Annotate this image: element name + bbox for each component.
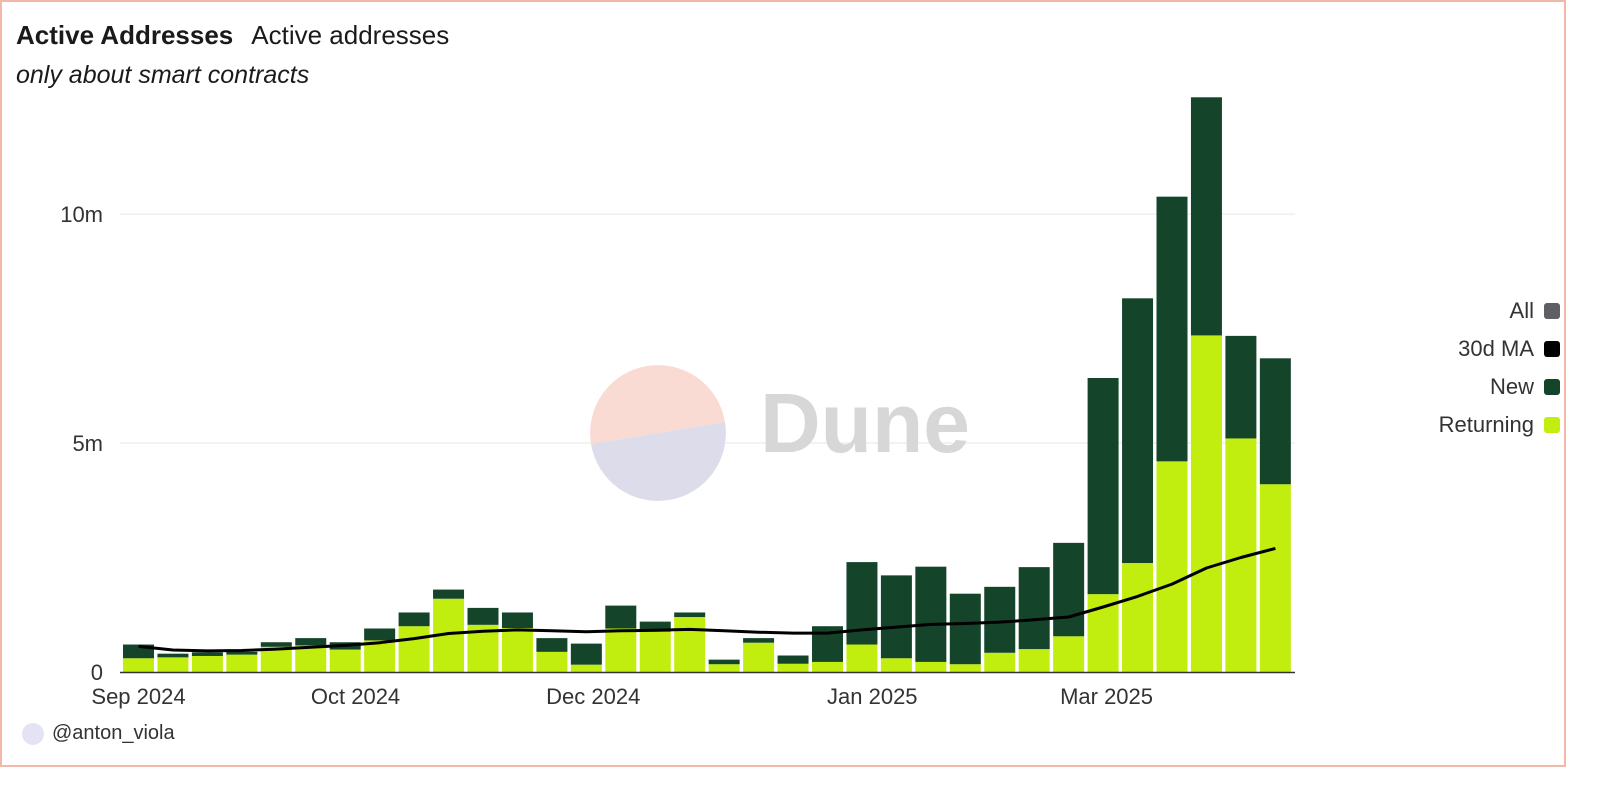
legend-label: Returning — [1438, 412, 1534, 437]
legend-swatch — [1544, 303, 1560, 319]
bar-new — [1259, 358, 1291, 485]
avatar — [22, 722, 44, 745]
bar-returning — [536, 651, 568, 672]
chart-subtitle: Active addresses — [251, 20, 450, 50]
bar-returning — [1122, 563, 1154, 672]
chart-description: only about smart contracts — [16, 61, 310, 89]
bar-new — [1087, 378, 1119, 595]
bar-returning — [708, 664, 740, 672]
bar-new — [570, 643, 602, 665]
bar-new — [226, 651, 258, 655]
legend-item[interactable]: Returning — [1439, 406, 1560, 444]
y-tick-label: 5m — [72, 431, 103, 456]
chart-legend: All 30d MA New Returning — [1439, 292, 1560, 444]
bar-returning — [674, 617, 706, 672]
x-tick-label: Oct 2024 — [311, 684, 400, 709]
legend-label: New — [1489, 374, 1534, 399]
bar-returning — [123, 658, 154, 672]
bar-returning — [1018, 649, 1050, 672]
bar-returning — [639, 631, 671, 672]
legend-swatch — [1544, 379, 1560, 395]
bar-new — [949, 593, 981, 665]
x-tick-label: Dec 2024 — [546, 684, 640, 709]
x-tick-label: Sep 2024 — [91, 684, 185, 709]
bar-new — [536, 638, 568, 652]
y-tick-label: 10m — [60, 202, 103, 227]
x-tick-label: Jan 2025 — [827, 684, 918, 709]
bar-new — [501, 612, 533, 629]
legend-label: All — [1509, 298, 1534, 323]
bar-new — [364, 628, 396, 641]
bar-new — [708, 659, 740, 665]
bar-returning — [157, 657, 189, 672]
bar-returning — [984, 652, 1016, 672]
bar-new — [880, 575, 912, 659]
bar-returning — [949, 664, 981, 672]
bar-new — [295, 638, 327, 646]
bar-returning — [812, 661, 843, 672]
bar-returning — [605, 628, 637, 672]
chart-header: Active Addresses Active addresses only ab… — [16, 18, 449, 92]
bar-new — [467, 607, 499, 625]
y-tick-label: 0 — [91, 660, 103, 685]
bar-returning — [295, 645, 327, 672]
bar-returning — [1190, 335, 1222, 672]
bar-returning — [570, 664, 602, 672]
bar-new — [1018, 567, 1050, 650]
bar-new — [639, 621, 671, 632]
bar-returning — [915, 661, 947, 672]
title-row: Active Addresses Active addresses — [16, 18, 449, 52]
bar-returning — [226, 654, 258, 672]
bar-new — [743, 638, 775, 643]
bar-new — [260, 642, 292, 647]
legend-swatch — [1544, 417, 1560, 433]
bar-new — [191, 652, 223, 656]
bar-new — [984, 586, 1016, 653]
author-credit[interactable]: @anton_viola — [22, 722, 175, 745]
bar-returning — [501, 628, 533, 672]
legend-label: 30d MA — [1458, 336, 1534, 361]
bar-returning — [777, 663, 809, 672]
bar-new — [398, 612, 430, 627]
legend-swatch — [1544, 341, 1560, 357]
legend-item[interactable]: New — [1439, 368, 1560, 406]
bar-new — [674, 612, 706, 618]
bar-new — [157, 653, 189, 658]
watermark-logo-bottom — [591, 422, 726, 501]
bar-new — [915, 566, 947, 662]
bar-new — [433, 589, 465, 599]
watermark-logo-top — [590, 365, 725, 444]
bar-returning — [1156, 461, 1188, 672]
bar-new — [1156, 196, 1188, 462]
bar-returning — [191, 655, 223, 672]
x-tick-label: Mar 2025 — [1060, 684, 1153, 709]
bar-returning — [743, 642, 775, 672]
ma-line — [138, 546, 1276, 653]
bar-returning — [1053, 636, 1085, 672]
bar-new — [1122, 298, 1154, 564]
bar-new — [605, 605, 637, 629]
bar-new — [1190, 97, 1222, 336]
bar-returning — [1259, 484, 1291, 672]
bar-new — [777, 655, 809, 664]
watermark-text: Dune — [760, 376, 970, 470]
bar-returning — [398, 626, 430, 672]
chart-title: Active Addresses — [16, 20, 234, 50]
bar-new — [1053, 542, 1085, 637]
bar-returning — [880, 658, 912, 672]
author-handle: @anton_viola — [52, 722, 175, 744]
chart-card — [0, 0, 1566, 767]
bar-returning — [846, 644, 878, 672]
bar-returning — [329, 649, 361, 672]
bar-returning — [364, 640, 396, 672]
legend-item[interactable]: All — [1439, 292, 1560, 330]
bar-new — [1225, 335, 1257, 439]
legend-item[interactable]: 30d MA — [1439, 330, 1560, 368]
